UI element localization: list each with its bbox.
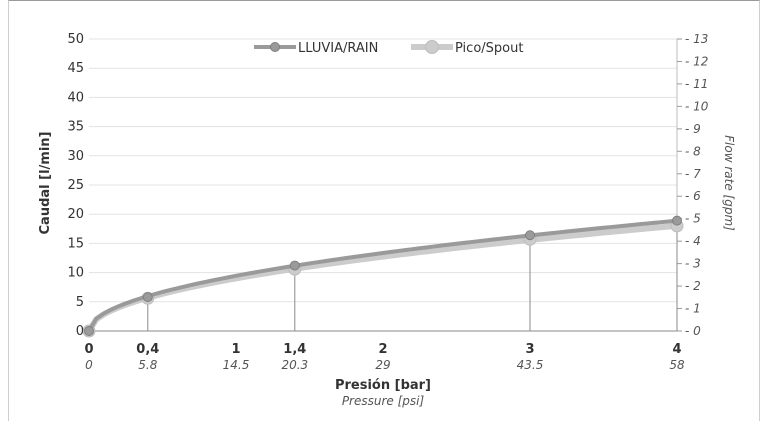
series-group — [82, 215, 684, 338]
y-tick-label: 30 — [67, 149, 84, 164]
x-tick-labels: 00 0,45.8 114.5 1,420.3 229 343.5 458 — [84, 342, 685, 372]
legend: LLUVIA/RAIN Pico/Spout — [254, 40, 523, 56]
y-tick-label: 20 — [67, 207, 84, 222]
x-tick-label: 0,4 — [136, 342, 159, 357]
y-tick-label: 25 — [67, 178, 84, 193]
x2-tick-label: 58 — [669, 358, 685, 372]
y2-tick-label: - 1 — [685, 302, 701, 316]
y-tick-label: 15 — [67, 236, 84, 251]
y2-tick-label: - 2 — [685, 279, 701, 293]
y-tick-label: 10 — [67, 266, 84, 281]
legend-swatch-marker — [425, 40, 439, 54]
y-tick-label: 35 — [67, 120, 84, 135]
x-tick-label: 0 — [84, 342, 93, 357]
y-tick-label: 40 — [67, 90, 84, 105]
x2-tick-label: 0 — [85, 358, 93, 372]
x-tick-label: 2 — [378, 342, 387, 357]
y-axis-title: Caudal [l/min] — [38, 132, 53, 235]
y2-tick-label: - 11 — [685, 77, 708, 91]
y2-tick-labels: - 0 - 1 - 2 - 3 - 4 - 5 - 6 - 7 - 8 - 9 - 10 - 11 - … — [685, 32, 709, 338]
y2-tick-label: - 3 — [685, 257, 701, 271]
x2-tick-label: 43.5 — [517, 358, 544, 372]
x2-tick-label: 20.3 — [281, 358, 308, 372]
y-tick-label: 50 — [67, 32, 84, 47]
chart-frame: 0 5 10 15 20 25 30 35 40 45 50 - 0- 1- 2- 3- 4- 5-… — [8, 0, 760, 421]
x2-tick-label: 5.8 — [138, 358, 157, 372]
y2-tick-label: - 0 — [685, 324, 701, 338]
y2-axis-title: Flow rate [gpm] — [722, 135, 736, 231]
x2-axis-title: Pressure [psi] — [342, 394, 425, 408]
legend-label: Pico/Spout — [455, 41, 523, 56]
gridlines — [89, 38, 677, 303]
data-point — [84, 326, 94, 336]
x-axis-title: Presión [bar] — [335, 378, 431, 393]
x2-tick-label: 29 — [375, 358, 390, 372]
series-line — [87, 218, 679, 333]
y-tick-labels: 0 5 10 15 20 25 30 35 40 45 50 — [67, 32, 84, 339]
y-tick-label: 0 — [76, 324, 84, 339]
data-point — [289, 260, 300, 271]
y2-tick-label: - 10 — [685, 99, 709, 113]
y2-tick-label: - 7 — [685, 167, 701, 181]
y2-tick-label: - 9 — [685, 122, 701, 136]
data-point — [672, 215, 682, 226]
y2-tick-label: - 8 — [685, 144, 701, 158]
x-tick-label: 3 — [525, 342, 534, 357]
y2-tick-label: - 4 — [685, 234, 701, 248]
data-point — [525, 230, 535, 241]
y2-tick-label: - 12 — [685, 54, 708, 68]
x-tick-label: 1 — [231, 342, 240, 357]
y2-tick-label: - 6 — [685, 189, 701, 203]
legend-swatch-marker — [270, 42, 280, 52]
series-line — [86, 222, 680, 334]
data-point — [142, 292, 153, 303]
legend-label: LLUVIA/RAIN — [298, 41, 378, 56]
x2-tick-label: 14.5 — [223, 358, 250, 372]
x-tick-label: 1,4 — [283, 342, 306, 357]
y2-tick-label: - 5 — [685, 212, 701, 226]
y2-tick-label: - 13 — [685, 32, 708, 46]
y-tick-label: 5 — [76, 295, 84, 310]
y-tick-label: 45 — [67, 61, 84, 76]
x-tick-label: 4 — [672, 342, 681, 357]
